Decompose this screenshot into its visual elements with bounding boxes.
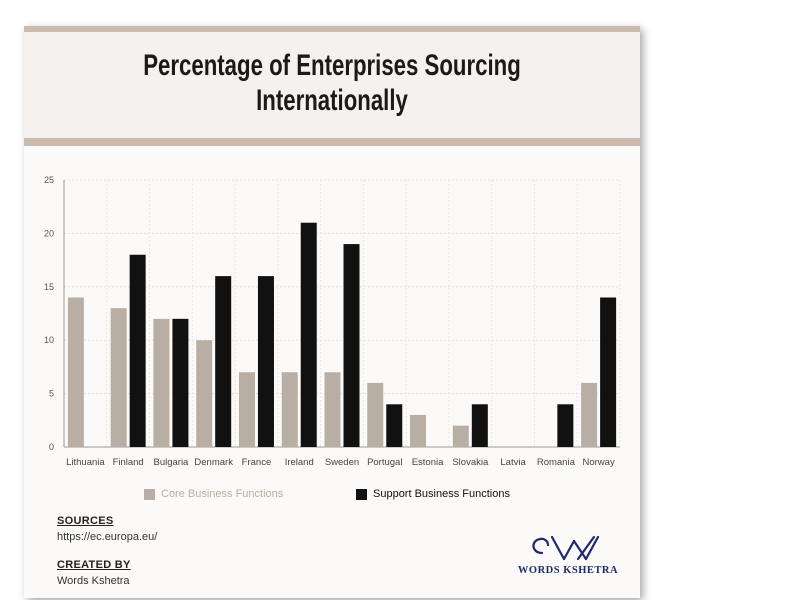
bar-core-norway bbox=[581, 382, 598, 447]
bar-core-sweden bbox=[324, 372, 341, 447]
x-tick-label: Latvia bbox=[500, 457, 526, 468]
infographic-card: Percentage of Enterprises Sourcing Inter… bbox=[24, 26, 640, 598]
legend-label-core: Core Business Functions bbox=[161, 488, 284, 500]
bar-support-norway bbox=[600, 297, 617, 447]
chart-title: Percentage of Enterprises Sourcing Inter… bbox=[143, 49, 521, 117]
bar-support-sweden bbox=[343, 244, 360, 447]
y-tick-label: 0 bbox=[49, 442, 54, 452]
bar-support-bulgaria bbox=[172, 318, 189, 447]
bar-support-denmark bbox=[215, 276, 232, 447]
legend-item-support: Support Business Functions bbox=[356, 486, 510, 502]
legend-swatch-core bbox=[144, 488, 155, 500]
bar-core-estonia bbox=[410, 414, 427, 447]
x-tick-label: Denmark bbox=[194, 457, 233, 468]
y-tick-label: 15 bbox=[44, 282, 54, 292]
bar-support-ireland bbox=[300, 222, 317, 447]
x-tick-label: Sweden bbox=[325, 457, 359, 468]
bar-core-france bbox=[238, 372, 255, 447]
y-tick-label: 20 bbox=[44, 228, 54, 238]
x-tick-label: Slovakia bbox=[452, 457, 489, 468]
sources-link[interactable]: https://ec.europa.eu/ bbox=[57, 531, 158, 543]
x-tick-label: Romania bbox=[537, 457, 576, 468]
y-tick-label: 10 bbox=[44, 335, 54, 345]
bar-core-bulgaria bbox=[153, 318, 170, 447]
x-tick-label: France bbox=[242, 457, 272, 468]
bar-support-slovakia bbox=[471, 404, 488, 447]
bar-core-slovakia bbox=[452, 425, 469, 447]
bar-core-ireland bbox=[281, 372, 298, 447]
x-tick-label: Norway bbox=[583, 457, 615, 468]
bar-core-finland bbox=[110, 308, 127, 447]
brand-name: WORDS KSHETRA bbox=[517, 565, 619, 576]
created-by-heading: CREATED BY bbox=[57, 559, 131, 571]
title-rule bbox=[24, 138, 640, 146]
legend-item-core: Core Business Functions bbox=[144, 486, 283, 502]
x-tick-label: Portugal bbox=[367, 457, 402, 468]
bar-chart: 0 5 10 15 20 25 Lithuania Finland Bulgaria Denmar… bbox=[44, 175, 621, 468]
x-tick-label: Lithuania bbox=[66, 457, 105, 468]
created-by-text: Words Kshetra bbox=[57, 575, 130, 587]
brand-logo: WORDS KSHETRA bbox=[508, 531, 628, 581]
bar-core-lithuania bbox=[67, 297, 84, 447]
brand-monogram-icon bbox=[532, 535, 600, 561]
bar-support-france bbox=[257, 276, 274, 447]
legend-label-support: Support Business Functions bbox=[373, 488, 510, 500]
y-tick-label: 5 bbox=[49, 389, 54, 399]
bar-support-portugal bbox=[386, 404, 403, 447]
sources-heading: SOURCES bbox=[57, 515, 114, 527]
x-tick-label: Estonia bbox=[412, 457, 444, 468]
y-tick-label: 25 bbox=[44, 175, 54, 185]
bar-support-finland bbox=[129, 254, 146, 447]
bar-support-romania bbox=[557, 404, 574, 447]
chart-legend: Core Business Functions Support Business… bbox=[24, 486, 640, 502]
x-tick-label: Ireland bbox=[285, 457, 314, 468]
top-rule bbox=[24, 26, 640, 32]
bar-core-denmark bbox=[196, 340, 213, 447]
x-tick-label: Finland bbox=[113, 457, 144, 468]
bar-core-portugal bbox=[367, 382, 384, 447]
title-block: Percentage of Enterprises Sourcing Inter… bbox=[24, 32, 640, 146]
legend-swatch-support bbox=[356, 488, 367, 500]
x-tick-label: Bulgaria bbox=[153, 457, 189, 468]
